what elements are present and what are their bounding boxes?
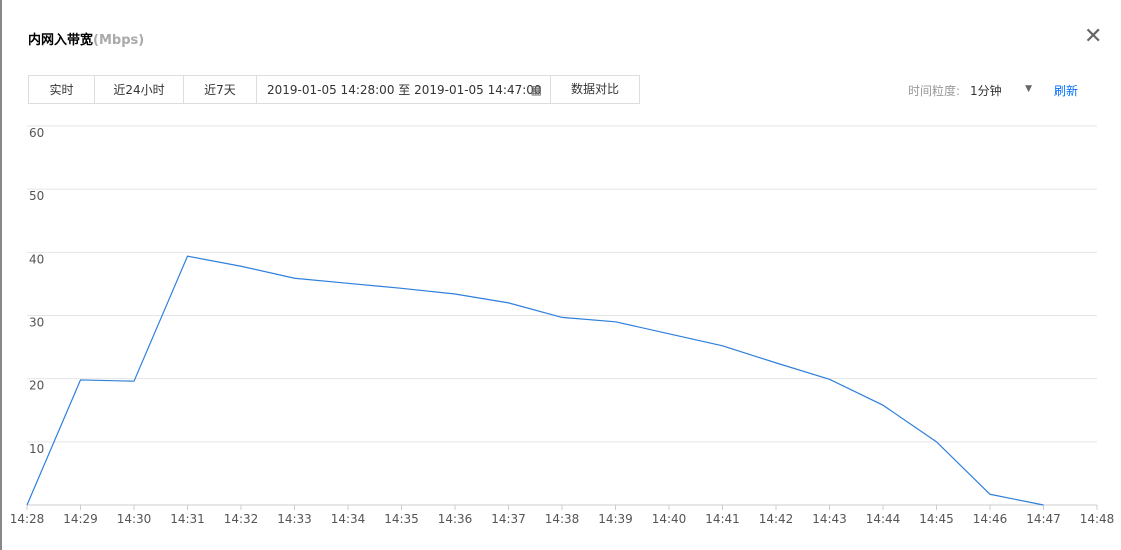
close-button[interactable]: ✕ — [1084, 24, 1103, 49]
calendar-icon: ▦ — [530, 83, 542, 97]
refresh-link[interactable]: 刷新 — [1054, 84, 1079, 98]
x-tick-label: 14:48 — [1080, 512, 1115, 526]
granularity-value: 1分钟 — [970, 84, 1002, 98]
dialog-title: 内网入带宽(Mbps) — [28, 29, 144, 48]
x-tick-label: 14:46 — [973, 512, 1008, 526]
x-tick-label: 14:29 — [63, 512, 98, 526]
x-tick-label: 14:37 — [491, 512, 526, 526]
date-range-picker[interactable]: 2019-01-05 14:28:00 至 2019-01-05 14:47:0… — [256, 75, 551, 104]
x-tick-label: 14:40 — [652, 512, 687, 526]
y-tick-label: 10 — [29, 442, 44, 456]
granularity-select[interactable]: 1分钟 ▼ — [970, 82, 1032, 99]
x-tick-label: 14:31 — [170, 512, 205, 526]
x-tick-label: 14:39 — [598, 512, 633, 526]
x-tick-label: 14:32 — [224, 512, 259, 526]
y-tick-label: 50 — [29, 189, 44, 203]
tab-button[interactable]: 近7天 — [183, 75, 257, 104]
x-tick-label: 14:44 — [866, 512, 901, 526]
title-text: 内网入带宽 — [28, 33, 94, 48]
y-tick-label: 20 — [29, 379, 44, 393]
tab-button[interactable]: 实时 — [28, 75, 95, 104]
tab-button[interactable]: 近24小时 — [94, 75, 184, 104]
y-tick-label: 60 — [29, 126, 44, 140]
x-tick-label: 14:47 — [1026, 512, 1061, 526]
x-tick-label: 14:30 — [117, 512, 152, 526]
x-tick-label: 14:45 — [919, 512, 954, 526]
x-tick-label: 14:34 — [331, 512, 366, 526]
x-tick-label: 14:43 — [812, 512, 847, 526]
granularity-label: 时间粒度: — [908, 84, 961, 98]
data-line — [26, 255, 1044, 506]
y-tick-label: 40 — [29, 252, 44, 266]
date-range-text: 2019-01-05 14:28:00 至 2019-01-05 14:47:0… — [267, 83, 542, 97]
x-tick-label: 14:42 — [759, 512, 794, 526]
x-tick-label: 14:41 — [705, 512, 740, 526]
title-unit: (Mbps) — [93, 33, 145, 48]
x-tick-label: 14:35 — [384, 512, 419, 526]
x-tick-label: 14:36 — [438, 512, 473, 526]
y-tick-label: 30 — [29, 316, 44, 330]
x-tick-label: 14:38 — [545, 512, 580, 526]
x-tick-label: 14:33 — [277, 512, 312, 526]
dropdown-arrow: ▼ — [1025, 84, 1032, 94]
x-tick-label: 14:28 — [10, 512, 45, 526]
compare-button[interactable]: 数据对比 — [550, 75, 640, 104]
